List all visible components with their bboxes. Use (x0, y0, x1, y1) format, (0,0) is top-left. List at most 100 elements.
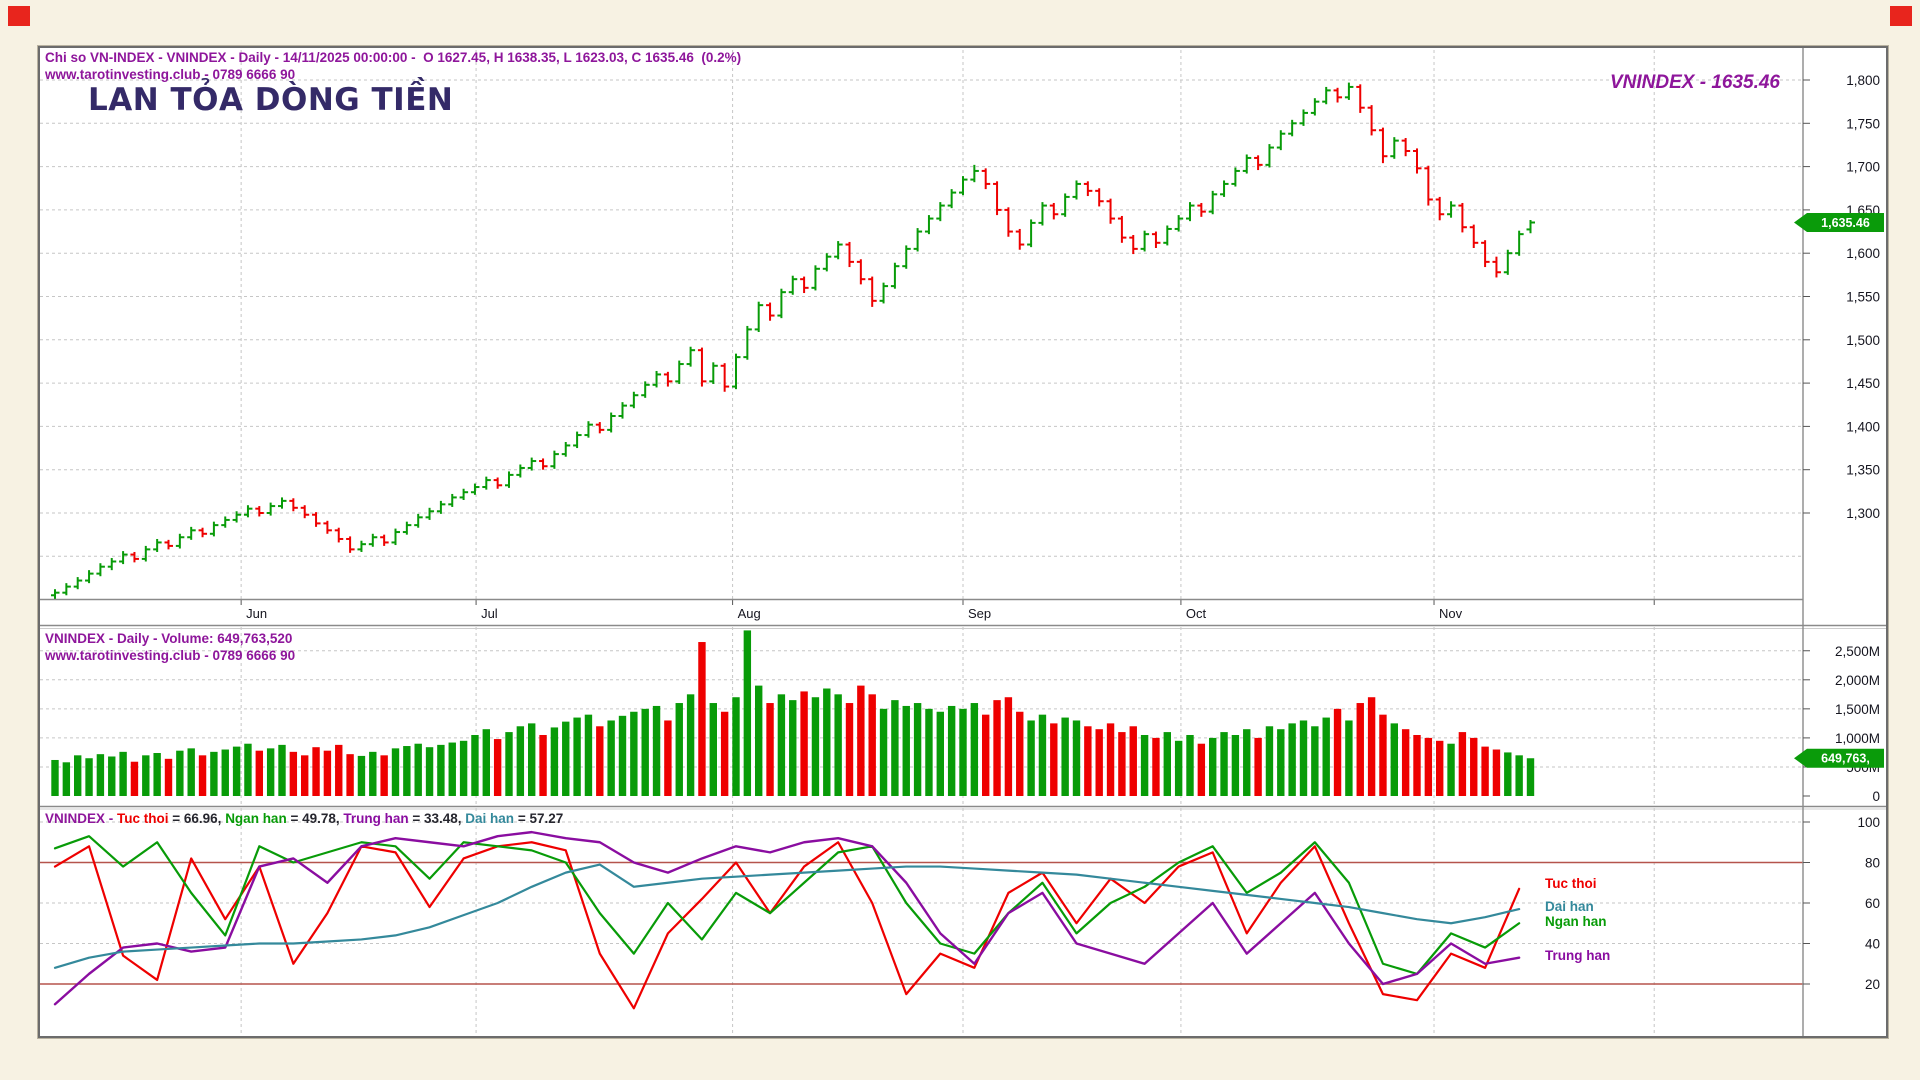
volume-bar (732, 697, 740, 796)
volume-bar (902, 705, 910, 796)
volume-bar (652, 705, 661, 796)
last-volume-badge-text: 649,763, (1821, 752, 1870, 766)
volume-bar (584, 714, 593, 796)
axis-label: 0 (1872, 789, 1880, 804)
indicator-header-segment: = 33.48, (408, 811, 466, 826)
volume-bar (1038, 714, 1047, 796)
volume-bar (1401, 729, 1410, 796)
volume-bar (982, 714, 990, 796)
line-label-4: Trung han (1545, 948, 1611, 963)
volume-bar (1277, 729, 1285, 796)
axis-label: 1,550 (1846, 290, 1880, 305)
volume-bar (1163, 732, 1171, 796)
index-last-value-label: VNINDEX - 1635.46 (1609, 72, 1780, 93)
axis-label: 1,700 (1846, 160, 1880, 175)
volume-bar (335, 744, 343, 796)
last-price-badge (1794, 212, 1884, 232)
volume-bar (51, 759, 59, 796)
volume-bar (1118, 732, 1126, 796)
volume-bar (562, 721, 570, 796)
volume-bar (62, 762, 71, 796)
volume-bar (891, 700, 899, 796)
volume-bar (74, 755, 82, 796)
volume-bar (414, 743, 422, 796)
volume-bar (970, 703, 979, 796)
volume-bar (720, 711, 729, 796)
volume-bar (834, 694, 842, 796)
volume-bar (369, 751, 377, 796)
month-label: Sep (968, 606, 991, 621)
volume-bar (505, 732, 513, 796)
axis-label: 1,350 (1846, 463, 1880, 478)
corner-marker-left (8, 6, 30, 26)
axis-label: 1,300 (1846, 506, 1880, 521)
volume-bar (709, 703, 717, 796)
volume-bar (1322, 717, 1330, 796)
indicator-header-segment: Tuc thoi (117, 811, 169, 826)
oscillator-line-3 (53, 830, 1521, 1006)
volume-bar (1436, 740, 1444, 796)
indicator-header: VNINDEX - Tuc thoi = 66.96, Ngan han = 4… (45, 811, 563, 826)
volume-bar (755, 685, 763, 796)
volume-bar (1050, 723, 1058, 796)
month-label: Oct (1186, 606, 1207, 621)
volume-bar (437, 744, 445, 796)
month-label: Jun (246, 606, 267, 621)
volume-bar (244, 743, 252, 796)
volume-bar (119, 751, 127, 796)
volume-bar (391, 748, 400, 796)
month-label: Nov (1439, 606, 1463, 621)
volume-bar (459, 740, 468, 796)
volume-header-line1: VNINDEX - Daily - Volume: 649,763,520 (45, 631, 293, 646)
volume-bar (1186, 734, 1194, 796)
price-header-line2: www.tarotinvesting.club - 0789 6666 90 (45, 67, 296, 82)
month-label: Jul (481, 606, 498, 621)
volume-bar (278, 744, 286, 796)
volume-bar (1072, 720, 1081, 796)
volume-bar (1515, 755, 1523, 796)
axis-label: 20 (1865, 977, 1880, 992)
volume-bar (539, 734, 547, 796)
volume-bar (1470, 737, 1478, 796)
volume-bar (1356, 703, 1364, 796)
axis-label: 60 (1865, 896, 1880, 911)
volume-bar (789, 700, 797, 796)
volume-bar (471, 734, 479, 796)
indicator-header-segment: = 57.27 (514, 811, 564, 826)
indicator-header-segment: Ngan han (225, 811, 287, 826)
volume-bar (1526, 758, 1535, 796)
volume-bar (947, 705, 956, 796)
volume-bar (357, 755, 366, 796)
volume-bar (403, 746, 411, 796)
watermark-title: LAN TỎA DÒNG TIỀN (88, 82, 454, 118)
volume-bar (380, 755, 388, 796)
volume-bar (823, 688, 831, 796)
volume-bar (1481, 746, 1489, 796)
volume-bar (232, 746, 241, 796)
volume-bar (1367, 697, 1376, 796)
axis-label: 1,800 (1846, 73, 1880, 88)
indicator-header-segment: = 66.96, (168, 811, 226, 826)
axis-label: 1,500M (1835, 702, 1880, 717)
volume-bar (1174, 740, 1183, 796)
volume-bar (255, 750, 263, 796)
volume-bar (1504, 752, 1512, 796)
price-plot-area[interactable] (40, 50, 1803, 599)
volume-bar (516, 726, 525, 796)
volume-bar (1084, 726, 1092, 796)
volume-bar (1345, 720, 1353, 796)
volume-bar (1492, 749, 1501, 796)
volume-bar (1254, 737, 1262, 796)
volume-bar (913, 703, 922, 796)
volume-bar (879, 708, 888, 796)
volume-bar (1061, 717, 1069, 796)
volume-bar (142, 755, 150, 796)
price-header-line1: Chi so VN-INDEX - VNINDEX - Daily - 14/1… (45, 50, 742, 65)
corner-marker-right (1890, 6, 1912, 26)
volume-bar (176, 750, 184, 796)
volume-bar (993, 700, 1001, 796)
volume-bar (800, 691, 808, 796)
volume-bar (630, 711, 638, 796)
volume-bar (811, 697, 820, 796)
chart-window: Jun Jul Aug Sep Oct Nov 1,800 1,750 1,700 1,650 1,… (38, 46, 1888, 1038)
